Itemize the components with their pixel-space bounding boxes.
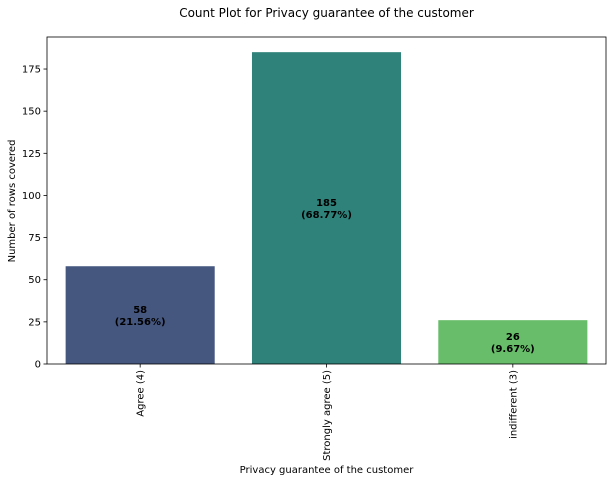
x-axis-label: Privacy guarantee of the customer [240,465,415,476]
x-tick-label: indifferent (3) [508,370,519,439]
data-label-count: 26 [506,332,520,343]
x-tick-label: Strongly agree (5) [322,370,333,461]
bar-2 [251,52,402,364]
data-label-count: 58 [133,305,147,316]
data-label-percent: (68.77%) [301,210,352,221]
data-label-percent: (9.67%) [491,344,535,355]
y-tick-label: 125 [22,149,41,160]
y-tick-label: 150 [22,107,41,118]
bar-3 [438,320,588,364]
plot-area: 58(21.56%) 185(68.77%) 26(9.67%) 0 25 50 75 100… [22,36,607,461]
bar-1 [65,266,215,364]
data-label-count: 185 [316,198,337,209]
y-tick-label: 50 [28,275,41,286]
y-tick-label: 0 [35,360,41,371]
y-axis-label: Number of rows covered [7,140,18,263]
chart-title: Count Plot for Privacy guarantee of the … [179,6,474,20]
y-tick-label: 25 [28,317,41,328]
x-tick-label: Agree (4) [136,370,147,417]
y-tick-label: 100 [22,191,41,202]
y-tick-label: 175 [22,65,41,76]
y-tick-label: 75 [28,233,41,244]
data-label-percent: (21.56%) [115,317,166,328]
